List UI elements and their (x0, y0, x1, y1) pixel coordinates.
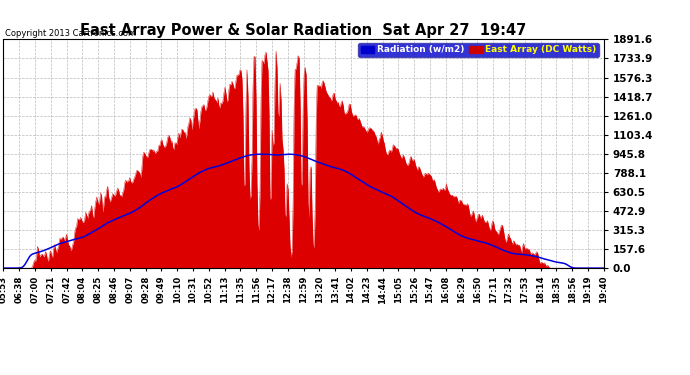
Legend: Radiation (w/m2), East Array (DC Watts): Radiation (w/m2), East Array (DC Watts) (358, 43, 599, 57)
Text: Copyright 2013 Cartronics.com: Copyright 2013 Cartronics.com (5, 29, 136, 38)
Title: East Array Power & Solar Radiation  Sat Apr 27  19:47: East Array Power & Solar Radiation Sat A… (81, 23, 526, 38)
